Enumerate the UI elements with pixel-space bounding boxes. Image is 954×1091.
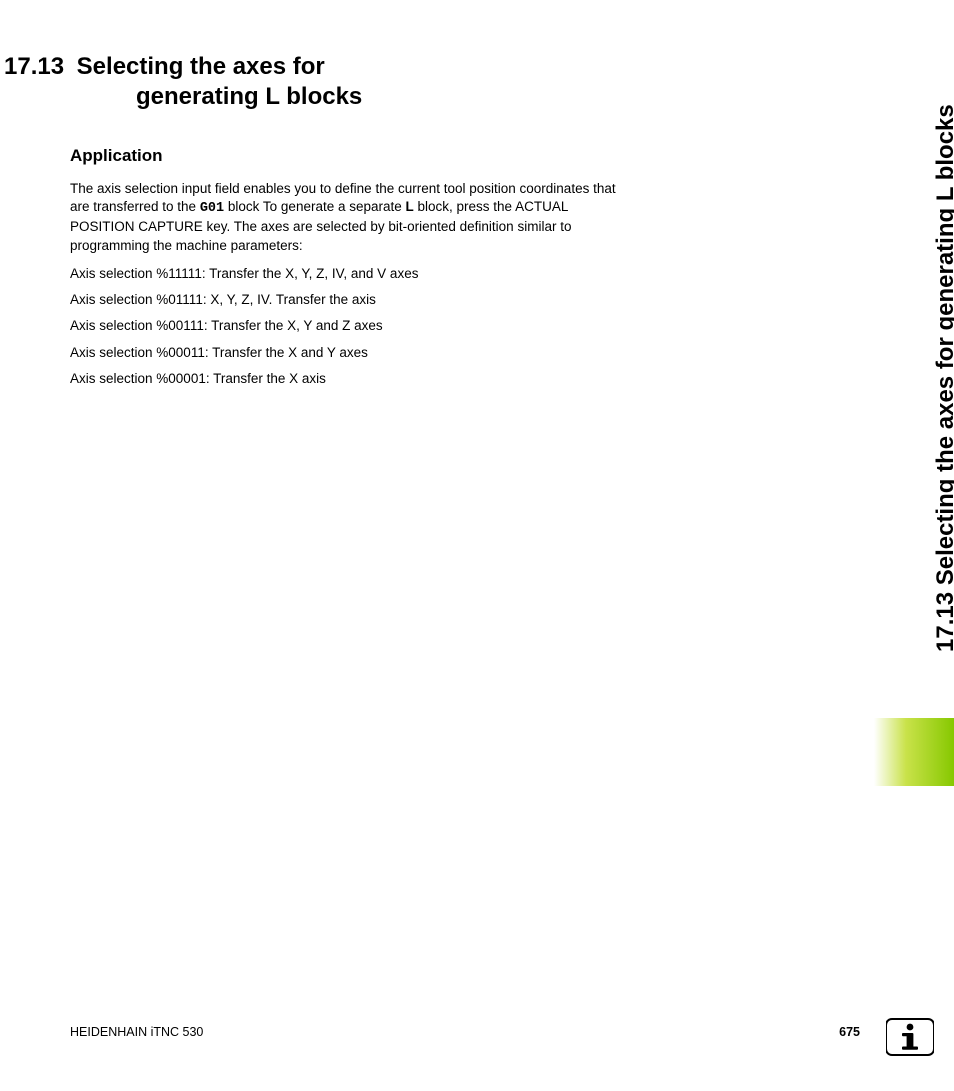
info-icon: [886, 1013, 934, 1061]
list-item: Axis selection %00001: Transfer the X ax…: [70, 370, 630, 388]
para-text-2: block To generate a separate: [224, 199, 405, 214]
bold-l: L: [406, 199, 414, 214]
list-item: Axis selection %01111: X, Y, Z, IV. Tran…: [70, 291, 630, 309]
list-item: Axis selection %00111: Transfer the X, Y…: [70, 317, 630, 335]
list-item: Axis selection %11111: Transfer the X, Y…: [70, 265, 630, 283]
section-title-line1: Selecting the axes for: [77, 53, 325, 80]
page-footer: HEIDENHAIN iTNC 530 675: [70, 1025, 860, 1039]
section-title-line2: generating L blocks: [136, 83, 362, 110]
document-page: 17.13 Selecting the axes for generating …: [0, 0, 954, 1091]
main-content: 17.13 Selecting the axes for generating …: [70, 52, 630, 396]
section-heading: 17.13 Selecting the axes for generating …: [70, 52, 630, 112]
subheading-application: Application: [70, 146, 630, 166]
vertical-section-title: 17.13 Selecting the axes for generating …: [932, 42, 954, 652]
page-number: 675: [839, 1025, 860, 1039]
intro-paragraph: The axis selection input field enables y…: [70, 180, 630, 255]
code-g01: G01: [200, 201, 224, 216]
footer-product: HEIDENHAIN iTNC 530: [70, 1025, 203, 1039]
page-edge-tab: [874, 718, 954, 786]
list-item: Axis selection %00011: Transfer the X an…: [70, 344, 630, 362]
